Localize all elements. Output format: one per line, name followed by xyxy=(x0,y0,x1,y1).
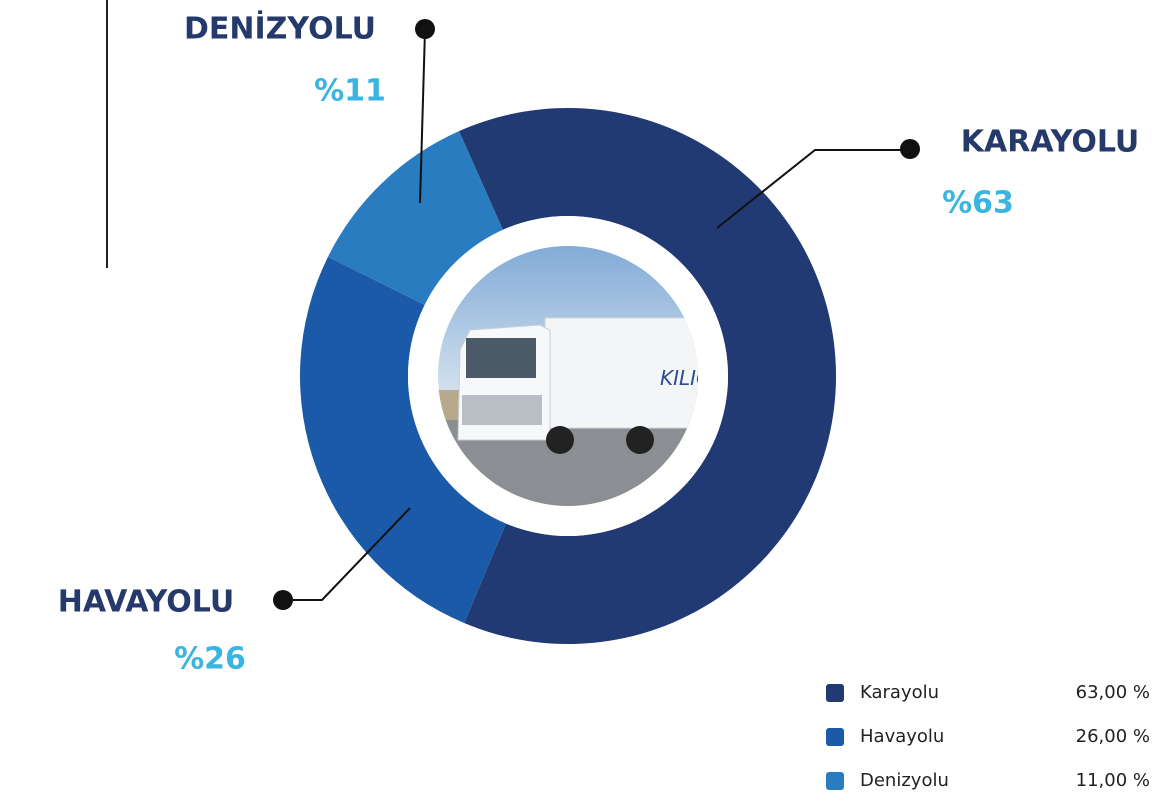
leader-dot xyxy=(900,139,920,159)
chart: KILIC KARAYOLU%63HAVAYOLU%26DENİZYOLU%11… xyxy=(0,0,1164,796)
legend-value: 26,00 % xyxy=(1076,726,1150,747)
callout-label: DENİZYOLU xyxy=(184,11,376,47)
legend-swatch xyxy=(826,684,844,702)
leader-dot xyxy=(415,19,435,39)
callout-label: KARAYOLU xyxy=(961,125,1139,160)
legend-label: Havayolu xyxy=(860,726,944,747)
callout-label: HAVAYOLU xyxy=(58,585,234,620)
legend-value: 63,00 % xyxy=(1076,682,1150,703)
legend-swatch xyxy=(826,728,844,746)
callout-value: %11 xyxy=(314,74,386,109)
legend-label: Denizyolu xyxy=(860,770,949,791)
legend-swatch xyxy=(826,772,844,790)
legend-label: Karayolu xyxy=(860,682,939,703)
callout-value: %26 xyxy=(174,642,246,677)
legend-value: 11,00 % xyxy=(1076,770,1150,791)
callout-value: %63 xyxy=(942,186,1014,221)
leader-dot xyxy=(273,590,293,610)
